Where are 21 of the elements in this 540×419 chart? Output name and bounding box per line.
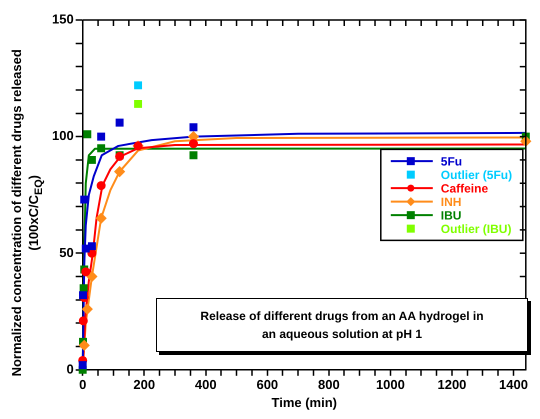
x-tick-label: 1000 xyxy=(376,377,405,392)
x-tick-label: 1400 xyxy=(499,377,528,392)
legend-label: IBU xyxy=(440,208,462,222)
annotation: Release of different drugs from an AA hydrogel in an aqueous solution at pH 1 xyxy=(199,308,485,343)
y-tick-label: 50 xyxy=(59,244,74,260)
legend-label: Outlier (5Fu) xyxy=(440,168,512,182)
x-axis-title: Time (min) xyxy=(271,394,337,410)
legend-label: Caffeine xyxy=(440,181,488,196)
x-tick-label: 600 xyxy=(256,377,278,392)
x-tick-label: 400 xyxy=(194,377,217,392)
x-tick-label: 0 xyxy=(79,377,86,392)
legend-label: INH xyxy=(440,194,462,209)
note-box: Release of different drugs from an AA hydrogel in an aqueous solution at pH 1 xyxy=(156,298,528,352)
legend-label: 5Fu xyxy=(440,154,462,168)
y-tick-label: 150 xyxy=(52,12,74,27)
legend-label: Outlier (IBU) xyxy=(440,222,512,236)
x-tick-label: 1200 xyxy=(437,377,466,392)
x-tick-label: 200 xyxy=(133,377,156,392)
y-tick-label: 0 xyxy=(66,361,74,376)
x-tick-label: 800 xyxy=(318,377,340,392)
y-tick-label: 100 xyxy=(52,128,74,144)
